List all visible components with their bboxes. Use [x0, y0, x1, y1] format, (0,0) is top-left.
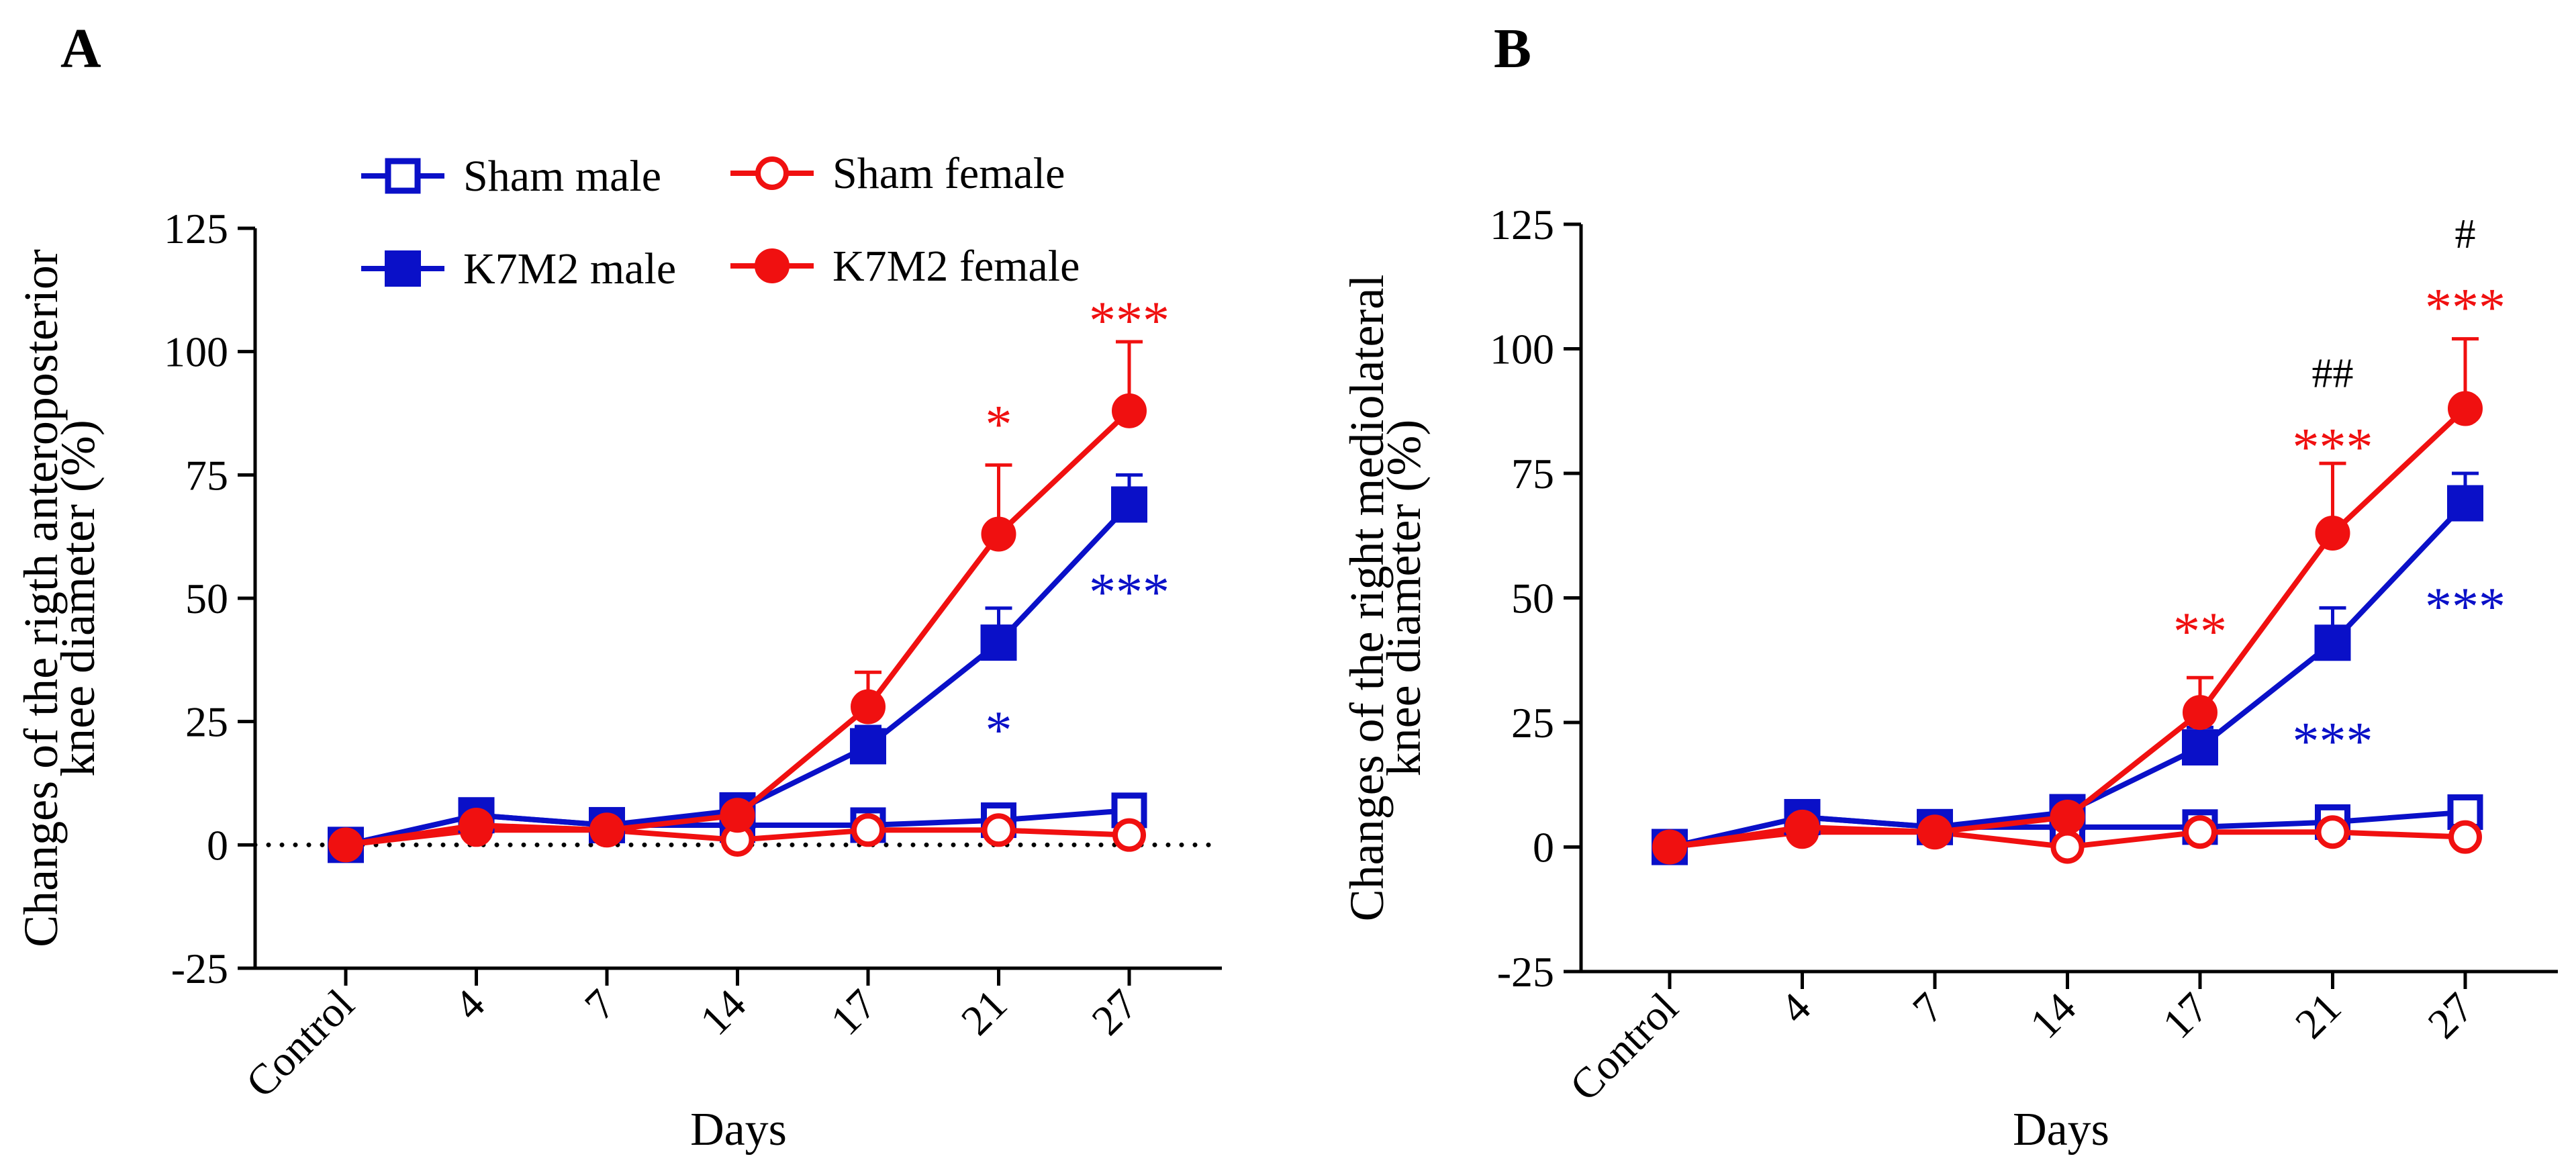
- sham-female-point: [2316, 815, 2350, 849]
- sham-female-point: [851, 813, 885, 847]
- k7m2-female-point: [981, 516, 1016, 552]
- k7m2-female-point: [2315, 516, 2350, 551]
- y-tick-label: 50: [1511, 575, 1554, 622]
- legend-sham-female-label: Sham female: [832, 149, 1065, 198]
- sham-female-point: [1112, 818, 1146, 852]
- k7m2-female-point: [2448, 391, 2483, 426]
- significance-marker: ***: [2425, 577, 2506, 637]
- legend-k7m2-female-marker: [755, 248, 790, 283]
- significance-marker: ##: [2312, 351, 2354, 397]
- y-tick-label: 125: [1490, 201, 1554, 248]
- legend-sham-female-marker: [755, 156, 789, 190]
- legend: Sham male Sham female K7M2 male K7M2 female: [361, 149, 1080, 293]
- y-tick-label: 100: [164, 328, 228, 376]
- y-tick-label: -25: [171, 945, 228, 992]
- sham-female-point: [982, 813, 1016, 847]
- k7m2-female-point: [1784, 809, 1820, 845]
- y-tick-label: 100: [1490, 326, 1554, 373]
- k7m2-female-point: [589, 812, 624, 848]
- significance-marker: *: [986, 701, 1012, 760]
- k7m2-female-point: [851, 689, 886, 724]
- y-tick-label: 0: [207, 821, 228, 869]
- legend-sham-male: Sham male: [361, 152, 661, 201]
- y-tick-label: 50: [185, 575, 228, 622]
- y-tick-label: 0: [1533, 824, 1554, 872]
- y-tick-label: 25: [1511, 699, 1554, 747]
- panel-label: B: [1494, 17, 1531, 80]
- panel-label: A: [60, 17, 101, 80]
- legend-k7m2-male: K7M2 male: [361, 244, 676, 293]
- series-k7m2-female: [328, 340, 1147, 863]
- k7m2-female-point: [2183, 695, 2217, 731]
- k7m2-female-point: [2050, 799, 2085, 835]
- legend-sham-male-label: Sham male: [463, 152, 661, 201]
- significance-marker: ***: [1089, 291, 1170, 350]
- k7m2-female-point: [1917, 814, 1952, 850]
- legend-sham-male-marker: [385, 158, 421, 194]
- k7m2-female-point: [328, 827, 363, 863]
- series-k7m2-female: [1652, 337, 2483, 865]
- y-axis-title-line: knee diameter (%): [1377, 420, 1431, 777]
- legend-k7m2-female: K7M2 female: [730, 242, 1080, 291]
- k7m2-female-point: [1112, 393, 1147, 428]
- significance-marker: ***: [1089, 563, 1170, 622]
- sham-female-point: [2448, 820, 2482, 854]
- significance-marker: #: [2455, 211, 2476, 257]
- legend-k7m2-male-label: K7M2 male: [463, 244, 676, 293]
- k7m2-male-point: [2447, 485, 2483, 522]
- k7m2-male-point: [980, 624, 1017, 661]
- y-axis-title-line: Changes of the rigth anteroposterior: [14, 249, 68, 947]
- k7m2-male-point: [2314, 624, 2351, 661]
- y-tick-label: -25: [1497, 948, 1554, 996]
- sham-female-point: [2050, 830, 2085, 864]
- x-axis-title: Days: [690, 1104, 787, 1156]
- significance-marker: ***: [2293, 712, 2373, 771]
- legend-sham-female: Sham female: [730, 149, 1065, 198]
- k7m2-male-point: [850, 728, 886, 765]
- k7m2-female-point: [1652, 829, 1687, 865]
- legend-k7m2-female-label: K7M2 female: [832, 242, 1080, 291]
- k7m2-female-point: [720, 798, 755, 833]
- significance-marker: *: [986, 395, 1012, 455]
- y-tick-label: 25: [185, 698, 228, 746]
- y-tick-label: 75: [185, 451, 228, 499]
- legend-k7m2-male-marker: [385, 250, 421, 287]
- significance-marker: **: [2173, 602, 2227, 661]
- significance-marker: ***: [2425, 279, 2506, 338]
- significance-marker: ***: [2293, 418, 2373, 477]
- y-axis-title-line: knee diameter (%): [51, 420, 105, 777]
- sham-female-point: [2183, 815, 2217, 849]
- k7m2-male-point: [2182, 729, 2218, 766]
- x-axis-title: Days: [2013, 1104, 2109, 1156]
- y-tick-label: 75: [1511, 450, 1554, 498]
- k7m2-female-point: [459, 807, 494, 843]
- y-tick-label: 125: [164, 205, 228, 252]
- k7m2-male-point: [1111, 486, 1147, 523]
- y-axis-title-line: Changes of the right mediolateral: [1340, 275, 1394, 922]
